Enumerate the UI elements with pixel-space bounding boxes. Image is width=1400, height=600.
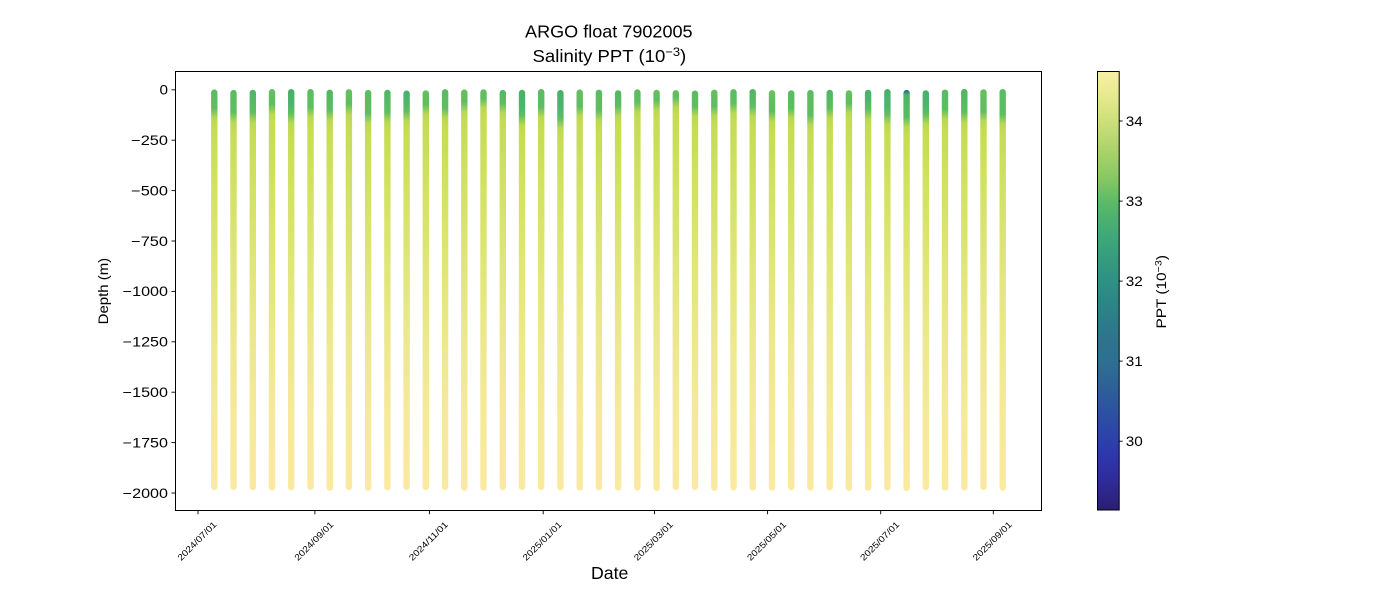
svg-text:32: 32 [1126, 274, 1143, 289]
svg-text:−750: −750 [131, 234, 168, 249]
svg-text:Date: Date [591, 563, 629, 583]
svg-text:31: 31 [1126, 354, 1143, 369]
svg-text:−500: −500 [131, 183, 168, 198]
svg-text:34: 34 [1126, 114, 1143, 129]
svg-text:−1000: −1000 [123, 284, 169, 299]
svg-text:−1750: −1750 [123, 436, 169, 451]
svg-text:Salinity PPT (10−3): Salinity PPT (10 −3) [533, 45, 687, 66]
svg-text:−250: −250 [131, 133, 168, 148]
svg-text:33: 33 [1126, 194, 1143, 209]
svg-text:−1500: −1500 [123, 385, 169, 400]
svg-text:−1250: −1250 [123, 335, 169, 350]
svg-text:ARGO float 7902005: ARGO float 7902005 [525, 22, 693, 42]
svg-text:−2000: −2000 [123, 486, 169, 501]
svg-text:0: 0 [160, 83, 169, 98]
svg-text:Depth (m): Depth (m) [96, 258, 111, 325]
svg-text:30: 30 [1126, 434, 1143, 449]
svg-text:PPT (10−3): PPT (10−3) [1154, 255, 1170, 329]
